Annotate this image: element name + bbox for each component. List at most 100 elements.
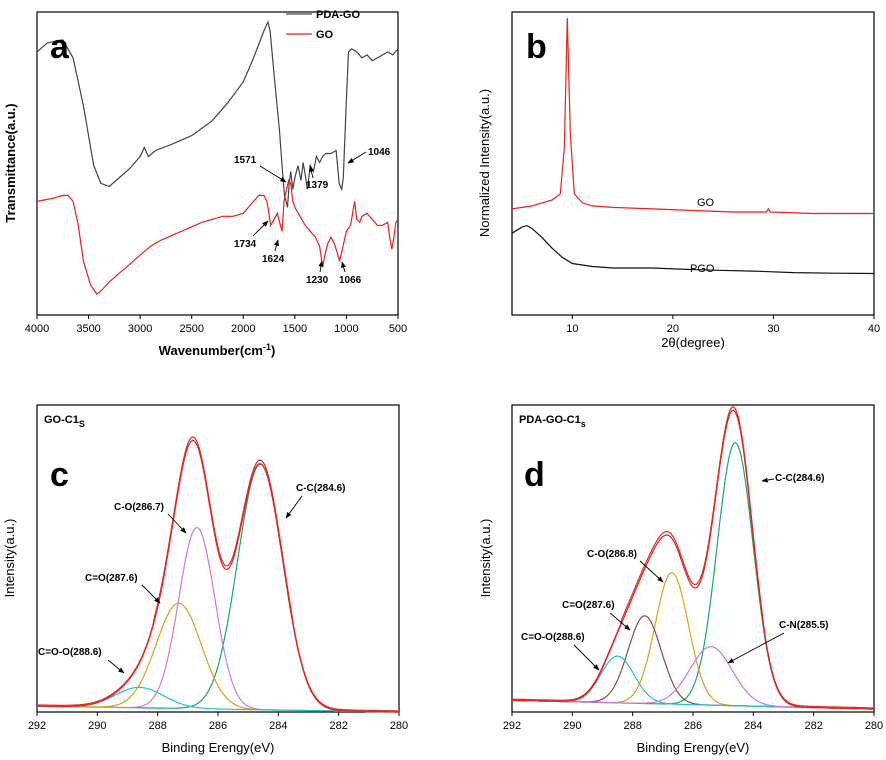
panel-c-tick-label: 280 (390, 720, 408, 732)
ann-1734-arrow (252, 220, 269, 237)
panel-c-tick-label: 290 (88, 720, 106, 732)
d-label-cn: C-N(285.5) (779, 620, 828, 631)
component-3-line (36, 686, 399, 713)
panel-d-title: PDA-GO-C1s (519, 414, 586, 429)
c-label-cc: C-C(284.6) (296, 483, 345, 494)
panel-a-tick-label: 500 (389, 323, 407, 335)
envelope-fit-line (36, 439, 399, 713)
panel-d-tick-label: 288 (623, 720, 641, 732)
panel-d-tick-label: 284 (744, 720, 762, 732)
ann-1230: 1230 (306, 275, 329, 286)
panel-c-tick-label: 292 (28, 720, 46, 732)
c-label-co: C-O(286.7) (114, 502, 164, 513)
panel-c-xlabel: Binding Erengy(eV) (162, 740, 275, 755)
panel-b-series (511, 18, 875, 275)
panel-c-tick-label: 286 (209, 720, 227, 732)
panel-c-tick-label: 282 (329, 720, 347, 732)
d-arrow-cc (761, 477, 775, 483)
d-label-cc: C-C(284.6) (775, 473, 824, 484)
ann-1066: 1066 (339, 275, 362, 286)
d-arrow-co (639, 560, 664, 583)
panel-b-label-pgo: PGO (690, 263, 715, 275)
d-label-ceqoo: C=O-O(288.6) (521, 632, 585, 643)
d-arrow-cn (727, 632, 785, 664)
panel-b-xrd: 10 20 30 40 b GO PGO 2θ(degree) Normalized … (477, 11, 880, 350)
panel-b-x-ticks: 10 20 30 40 (566, 315, 880, 335)
component-1-line (37, 526, 399, 713)
d-label-ceqo: C=O(287.6) (562, 600, 615, 611)
panel-a-ylabel: Transmittance(a.u.) (3, 103, 18, 222)
envelope-raw-line (37, 436, 399, 712)
panel-a-tick-label: 4000 (25, 323, 49, 335)
panel-b-tick-label: 30 (767, 323, 779, 335)
series-go-line (36, 178, 399, 295)
c-arrow-ceqoo (107, 659, 125, 674)
panel-b-label-go: GO (697, 197, 715, 209)
panel-d-x-ticks: 292 290 288 286 284 282 280 (503, 712, 883, 732)
component-0-line (37, 463, 399, 713)
legend-label-pdago: PDA-GO (316, 9, 360, 21)
panel-b-tick-label: 40 (868, 323, 880, 335)
panel-d-tick-label: 286 (684, 720, 702, 732)
panel-c-title: GO-C1S (44, 414, 85, 429)
panel-d-ylabel: Intensity(a.u.) (478, 519, 493, 598)
panel-a-tick-label: 2000 (231, 323, 255, 335)
panel-b-letter: b (526, 28, 547, 66)
panel-b-frame (511, 11, 875, 316)
panel-c-ylabel: Intensity(a.u.) (2, 519, 17, 598)
panel-c-letter: c (50, 456, 69, 494)
panel-b-tick-label: 10 (566, 323, 578, 335)
ann-1571: 1571 (234, 155, 257, 166)
ann-1046-arrow (347, 151, 367, 164)
panel-d-tick-label: 292 (503, 720, 521, 732)
panel-d-letter: d (524, 456, 545, 494)
panel-c-series (36, 436, 399, 713)
panel-c-tick-label: 288 (148, 720, 166, 732)
panel-a-tick-label: 3000 (128, 323, 152, 335)
panel-d-tick-label: 282 (804, 720, 822, 732)
series-go-line (511, 18, 874, 215)
panel-c-xps-go: 292 290 288 286 284 282 280 GO-C1S c C-C(284.6… (2, 404, 408, 755)
panel-d-frame (511, 404, 875, 713)
ann-1379: 1379 (306, 180, 329, 191)
ann-1230-arrow (318, 260, 324, 273)
ann-1066-arrow (341, 261, 347, 273)
d-label-co: C-O(286.8) (587, 549, 637, 560)
legend-label-go: GO (316, 29, 334, 41)
panel-c-tick-label: 284 (269, 720, 287, 732)
panel-c-x-ticks: 292 290 288 286 284 282 280 (28, 712, 408, 732)
c-label-ceqoo: C=O-O(288.6) (38, 647, 102, 658)
envelope-fit-line (512, 409, 875, 710)
panel-a-tick-label: 2500 (179, 323, 203, 335)
panel-b-xlabel: 2θ(degree) (661, 335, 725, 350)
panel-a-ftir: 4000 3500 3000 2500 2000 1500 1000 500 a PDA-GO… (3, 9, 407, 358)
d-arrow-ceqoo (573, 644, 600, 671)
panel-d-xlabel: Binding Erengy(eV) (637, 740, 750, 755)
panel-a-letter: a (50, 28, 70, 66)
ann-1046: 1046 (368, 147, 391, 158)
envelope-raw-line (511, 406, 874, 709)
ann-1624-arrow (274, 239, 279, 252)
panel-d-tick-label: 290 (563, 720, 581, 732)
panel-a-tick-label: 1000 (334, 323, 358, 335)
c-label-ceqo: C=O(287.6) (85, 573, 138, 584)
panel-a-tick-label: 3500 (76, 323, 100, 335)
panel-a-series (36, 20, 399, 295)
c-arrow-co (167, 513, 187, 534)
series-pgo-line (511, 224, 875, 275)
panel-a-xlabel: Wavenumber(cm-1) (159, 342, 276, 358)
panel-d-xps-pdago: 292 290 288 286 284 282 280 PDA-GO-C1s d C-C(2… (478, 404, 883, 755)
ann-1571-arrow (259, 165, 287, 183)
series-pda-go-line (36, 20, 399, 208)
panel-d-series (511, 406, 875, 710)
panel-a-tick-label: 1500 (283, 323, 307, 335)
panel-b-tick-label: 20 (667, 323, 679, 335)
ann-1734: 1734 (234, 239, 257, 250)
ann-1379-arrow (308, 165, 314, 179)
c-arrow-cc (285, 495, 303, 519)
ann-1624: 1624 (262, 254, 285, 265)
panel-d-tick-label: 280 (865, 720, 883, 732)
panel-b-ylabel: Normalized Intensity(a.u.) (477, 89, 492, 237)
d-arrow-ceqo (609, 612, 631, 631)
